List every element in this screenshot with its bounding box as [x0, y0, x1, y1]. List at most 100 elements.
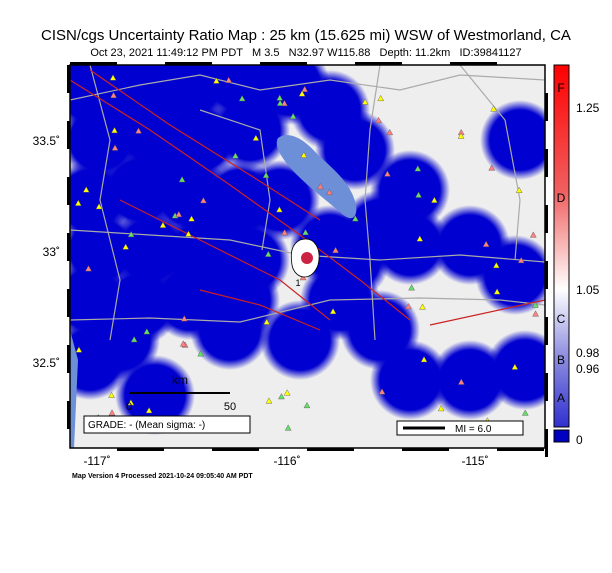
station [252, 134, 260, 141]
colorbar [553, 64, 570, 428]
coverage-blob [190, 290, 270, 370]
frame-bar [545, 261, 548, 289]
station [378, 388, 386, 395]
frame-bar [545, 205, 548, 233]
station [188, 215, 195, 222]
map: 1 GRADE: - (Mean sigma: -) MI = 6.0 km 0… [70, 65, 545, 448]
grade-letter: F [557, 81, 564, 95]
station [532, 310, 539, 317]
station [108, 391, 115, 398]
station [329, 307, 337, 315]
mi-legend: MI = 6.0 [455, 424, 492, 435]
coverage-blob [180, 190, 260, 270]
frame-bar [67, 65, 70, 93]
station [408, 284, 415, 291]
station [135, 127, 142, 134]
station [197, 350, 205, 357]
station [521, 409, 529, 416]
salton-sea [276, 135, 357, 219]
station [377, 94, 385, 102]
station [75, 346, 83, 353]
coverage-blob [210, 90, 290, 170]
station [109, 74, 117, 81]
grade-letter: D [557, 191, 566, 205]
station [179, 340, 187, 347]
colorbar-tick: 1.25 [576, 101, 600, 115]
frame-bar [545, 317, 548, 345]
coverage-blob [480, 100, 545, 180]
colorbar-floor [553, 429, 570, 443]
station [264, 250, 272, 257]
colorbar-tick: 0 [576, 433, 583, 447]
station [281, 229, 288, 236]
frame-bar [545, 373, 548, 401]
station [375, 116, 382, 124]
station [529, 231, 537, 238]
coverage-blob [475, 235, 545, 315]
frame-bar [67, 289, 70, 317]
grade: GRADE: - (Mean sigma: -) [88, 420, 205, 431]
station [127, 399, 135, 406]
faults [70, 69, 545, 331]
frame-bar [212, 448, 259, 451]
station [420, 356, 428, 363]
lon-label: -116˚ [273, 454, 300, 468]
colorbar-tick: 0.96 [576, 362, 600, 376]
coverage-blob [70, 320, 130, 400]
station [457, 378, 465, 385]
frame-bar [307, 448, 354, 451]
station [361, 98, 369, 105]
station [284, 424, 292, 431]
frame-bar [67, 233, 70, 261]
station [419, 303, 426, 310]
station [278, 393, 285, 400]
station [143, 328, 151, 335]
station [482, 240, 490, 247]
station [490, 105, 497, 112]
frame-bar [67, 177, 70, 205]
station [352, 215, 359, 222]
station [213, 77, 220, 84]
frame-bar [497, 448, 544, 451]
scale-unit: km [172, 373, 188, 387]
station [289, 112, 297, 119]
colorbar-labels: F D C B A 1.25 1.05 0.98 0.96 0 [557, 81, 600, 447]
station [238, 95, 246, 102]
station [225, 76, 233, 83]
coverage-blob [260, 300, 340, 380]
station [493, 288, 501, 295]
lat-label: 32.5˚ [33, 356, 60, 370]
frame-ticks [67, 62, 548, 457]
station [300, 151, 308, 158]
frame-bar [70, 62, 117, 65]
station [108, 409, 116, 416]
station [326, 188, 333, 195]
station [416, 235, 424, 242]
station [301, 85, 309, 92]
colorbar-tick: 1.05 [576, 283, 600, 297]
scale-start: 0 [126, 401, 132, 413]
station [180, 315, 188, 322]
frame-bar [67, 401, 70, 429]
station [437, 405, 445, 412]
stations [74, 74, 539, 431]
title: CISN/cgs Uncertainty Ratio Map : 25 km (… [41, 27, 571, 44]
station [178, 176, 186, 183]
station [492, 261, 500, 269]
station [175, 210, 183, 218]
station [185, 230, 192, 237]
station [159, 221, 167, 228]
station [384, 170, 391, 177]
station [276, 206, 283, 213]
station [276, 99, 284, 106]
lat-label: 33˚ [43, 245, 60, 259]
grade-letter: C [557, 312, 566, 326]
coverage-blob [315, 110, 395, 190]
station [85, 265, 92, 272]
station [298, 90, 306, 97]
station [386, 128, 394, 136]
station [431, 196, 438, 203]
epicenter-core [301, 252, 313, 264]
station [232, 152, 239, 159]
